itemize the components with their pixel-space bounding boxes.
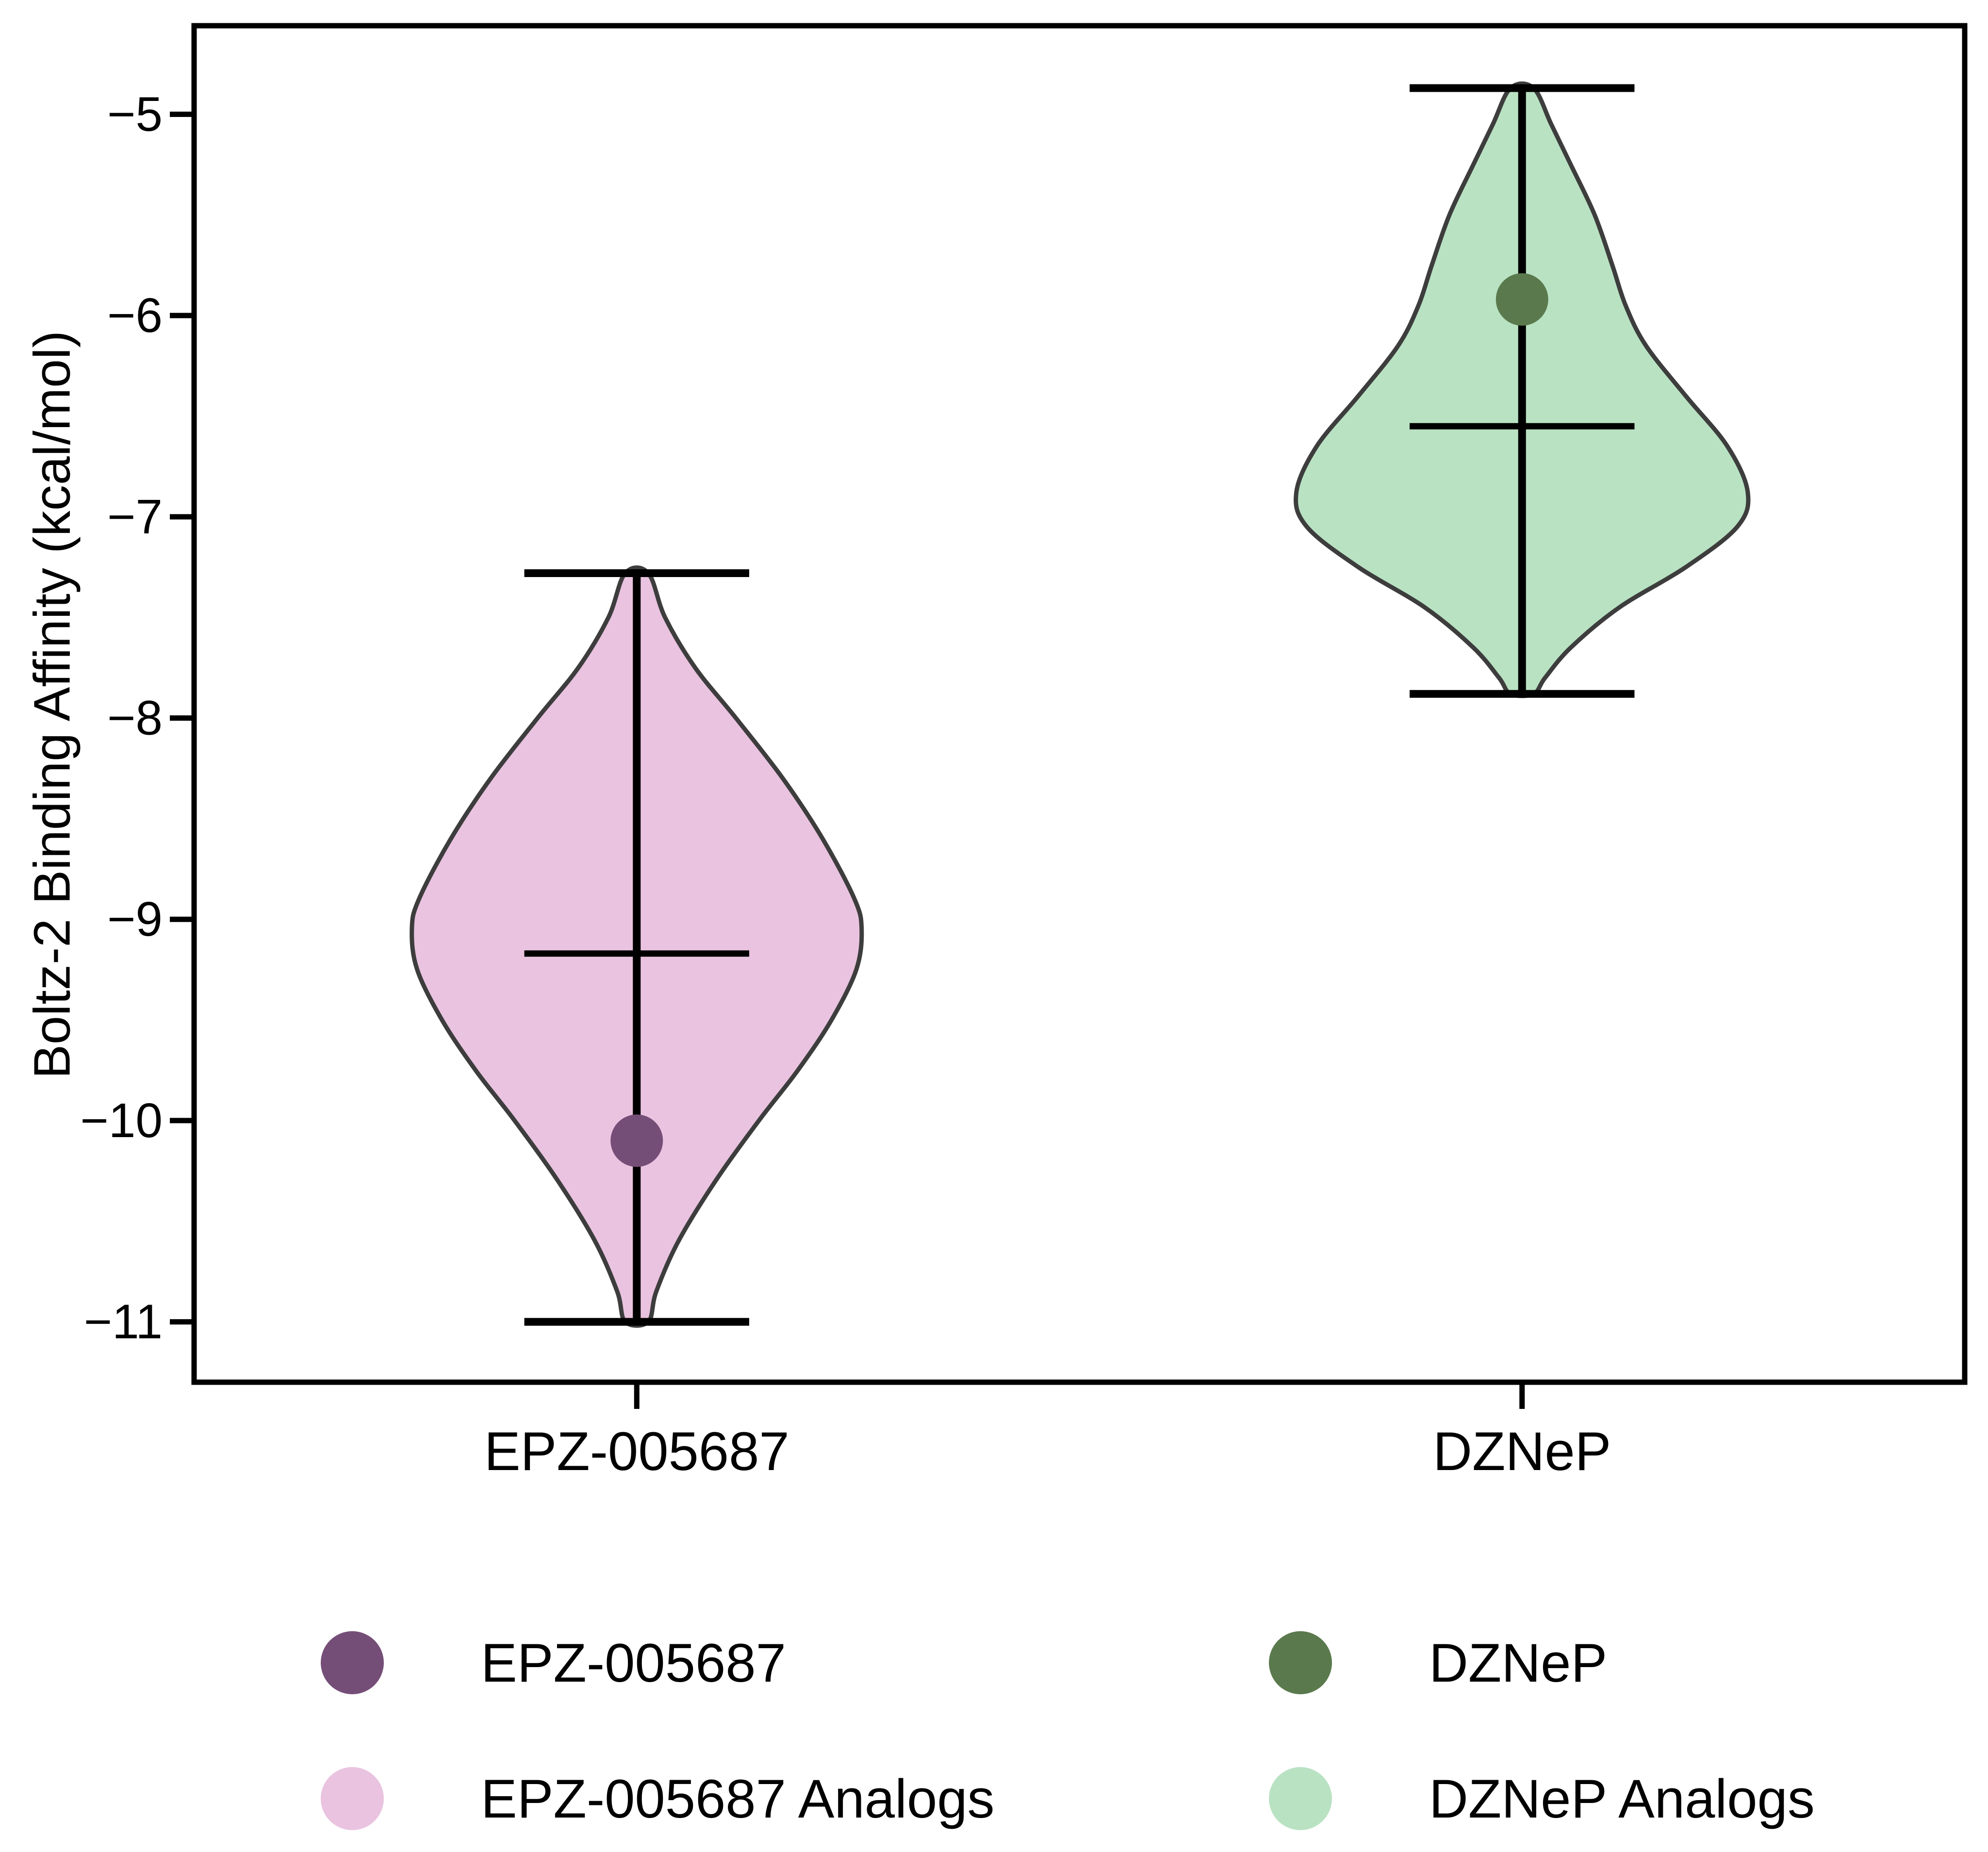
legend-swatch-epz-005687-analogs-icon — [321, 1767, 384, 1830]
legend-swatch-dznep-icon — [1269, 1631, 1332, 1694]
y-tick-label: −9 — [107, 892, 163, 946]
x-tick-label: DZNeP — [1433, 1421, 1611, 1482]
y-tick-label: −8 — [107, 691, 163, 745]
legend-item-dznep: DZNeP — [1269, 1631, 1607, 1694]
y-tick-label: −6 — [107, 288, 163, 343]
legend-label: DZNeP Analogs — [1429, 1768, 1815, 1829]
legend-item-dznep-analogs: DZNeP Analogs — [1269, 1767, 1815, 1830]
y-tick-label: −5 — [107, 87, 163, 141]
legend-label: EPZ-005687 Analogs — [481, 1768, 995, 1829]
legend-swatch-dznep-analogs-icon — [1269, 1767, 1332, 1830]
legend-label: EPZ-005687 — [481, 1632, 786, 1693]
y-axis-label: Boltz-2 Binding Affinity (kcal/mol) — [23, 331, 81, 1079]
legend-label: DZNeP — [1429, 1632, 1608, 1693]
parent-compound-dot — [610, 1114, 663, 1167]
y-tick-label: −10 — [80, 1093, 163, 1148]
y-tick-label: −7 — [107, 490, 163, 544]
x-tick-label: EPZ-005687 — [484, 1421, 789, 1482]
legend-item-epz-005687: EPZ-005687 — [321, 1631, 786, 1694]
legend-swatch-epz-005687-icon — [321, 1631, 384, 1694]
parent-compound-dot — [1495, 273, 1548, 326]
legend-item-epz-005687-analogs: EPZ-005687 Analogs — [321, 1767, 995, 1830]
y-tick-label: −11 — [84, 1295, 163, 1349]
plot-box — [191, 23, 1968, 1385]
